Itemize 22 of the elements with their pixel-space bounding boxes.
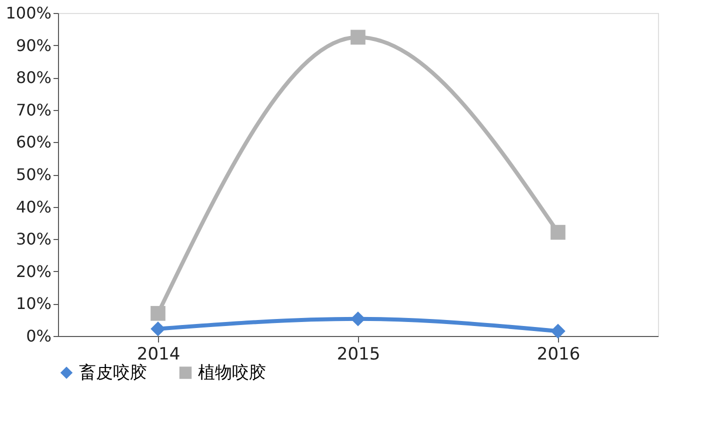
y-tick-label: 70% — [16, 100, 52, 120]
y-tick-label: 20% — [16, 262, 52, 281]
y-tick-label: 10% — [16, 294, 52, 314]
legend-label: 畜皮咬胶 — [79, 362, 147, 383]
y-tick-label: 50% — [16, 165, 52, 184]
point — [350, 30, 366, 45]
point — [550, 224, 566, 240]
x-tick-label: 2015 — [336, 344, 380, 364]
point — [550, 324, 566, 339]
y-tick-label: 60% — [16, 132, 52, 152]
point — [150, 306, 166, 321]
y-tick-label: 90% — [16, 36, 52, 55]
point — [350, 311, 366, 326]
y-tick-label: 0% — [26, 326, 52, 346]
y-tick-label: 40% — [16, 197, 52, 216]
y-tick-label: 30% — [16, 230, 52, 249]
y-tick-label: 80% — [16, 68, 52, 88]
y-tick-label: 100% — [6, 4, 52, 22]
x-tick-label: 2014 — [136, 344, 180, 364]
legend-label: 植物咬胶 — [198, 362, 266, 383]
x-tick-label: 2016 — [536, 344, 580, 364]
point — [150, 321, 166, 336]
